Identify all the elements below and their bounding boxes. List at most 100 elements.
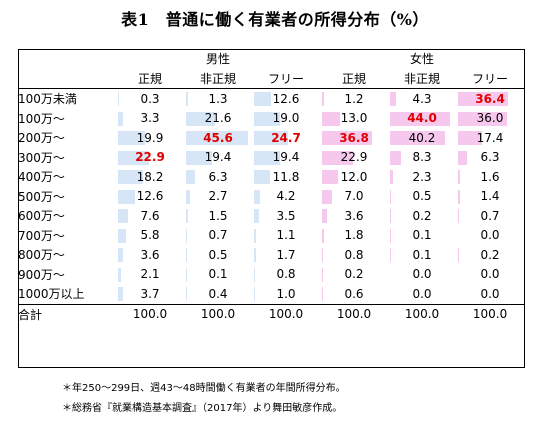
value-cell: 0.0 bbox=[456, 265, 524, 285]
female-bar bbox=[322, 248, 324, 262]
value-text: 18.2 bbox=[136, 169, 164, 184]
value-text: 3.3 bbox=[140, 111, 160, 126]
male-bar bbox=[254, 248, 257, 262]
value-text: 100.0 bbox=[132, 307, 168, 322]
value-text: 1.4 bbox=[480, 189, 500, 204]
value-cell: 1.2 bbox=[320, 89, 388, 109]
female-bar bbox=[322, 92, 324, 106]
value-text: 100.0 bbox=[200, 307, 236, 322]
row-label: 合計 bbox=[18, 303, 116, 324]
value-text: 13.0 bbox=[340, 111, 368, 126]
female-bar bbox=[390, 92, 396, 106]
value-cell: 0.0 bbox=[388, 284, 456, 304]
male-bar bbox=[254, 111, 280, 126]
value-cell: 3.7 bbox=[116, 284, 184, 304]
value-text: 6.3 bbox=[208, 169, 228, 184]
value-cell: 0.7 bbox=[184, 226, 252, 246]
value-text: 19.4 bbox=[204, 150, 232, 165]
value-text: 11.8 bbox=[272, 169, 300, 184]
value-text: 19.9 bbox=[136, 130, 164, 145]
female-bar bbox=[322, 189, 332, 204]
female-bar bbox=[458, 92, 508, 106]
col-header-male-regular: 正規 bbox=[116, 68, 184, 89]
value-cell: 2.7 bbox=[184, 187, 252, 207]
value-cell: 0.7 bbox=[456, 206, 524, 226]
value-text: 0.2 bbox=[412, 208, 432, 223]
value-cell: 3.5 bbox=[252, 206, 320, 226]
female-bar bbox=[322, 228, 325, 243]
value-cell: 6.3 bbox=[456, 148, 524, 168]
value-text: 36.4 bbox=[475, 91, 505, 106]
table-row: 500万～ 12.6 2.7 4.2 7.0 0.5 1.4 bbox=[18, 187, 524, 207]
female-bar bbox=[322, 209, 327, 223]
value-text: 0.8 bbox=[276, 267, 296, 282]
corner-cell bbox=[18, 49, 116, 69]
value-text: 12.6 bbox=[136, 189, 164, 204]
female-bar bbox=[458, 189, 460, 204]
female-bar bbox=[322, 287, 323, 301]
value-cell: 100.0 bbox=[184, 303, 252, 324]
value-cell: 0.1 bbox=[184, 265, 252, 285]
value-cell: 12.6 bbox=[116, 187, 184, 207]
value-text: 7.0 bbox=[344, 189, 364, 204]
male-group-header: 男性 bbox=[206, 52, 231, 67]
value-text: 0.4 bbox=[208, 286, 228, 301]
value-cell: 4.2 bbox=[252, 187, 320, 207]
table-row: 200万～ 19.9 45.6 24.7 36.8 40.2 17.4 bbox=[18, 128, 524, 148]
value-cell: 100.0 bbox=[456, 303, 525, 324]
value-cell: 1.1 bbox=[252, 226, 320, 246]
row-label: 1000万以上 bbox=[18, 287, 85, 302]
value-text: 100.0 bbox=[268, 307, 304, 322]
male-bar bbox=[254, 209, 259, 223]
value-text: 0.1 bbox=[208, 267, 228, 282]
table-row: 1000万以上 3.7 0.4 1.0 0.6 0.0 0.0 bbox=[18, 284, 524, 304]
value-text: 1.2 bbox=[344, 91, 364, 106]
value-text: 17.4 bbox=[476, 130, 504, 145]
col-header-male-nonregular: 非正規 bbox=[184, 68, 252, 89]
female-group-header: 女性 bbox=[410, 52, 435, 67]
value-text: 0.8 bbox=[344, 247, 364, 262]
total-row: 合計 100.0 100.0 100.0 100.0 100.0 100.0 bbox=[18, 303, 525, 324]
value-text: 1.8 bbox=[344, 228, 364, 243]
row-label: 100万未満 bbox=[18, 92, 77, 107]
value-text: 45.6 bbox=[203, 130, 233, 145]
value-text: 0.2 bbox=[344, 267, 364, 282]
value-cell: 36.4 bbox=[456, 89, 524, 109]
col-header-female-free: フリー bbox=[456, 68, 525, 89]
value-text: 8.3 bbox=[412, 150, 432, 165]
value-text: 1.5 bbox=[208, 208, 228, 223]
value-cell: 24.7 bbox=[252, 128, 320, 148]
value-cell: 0.8 bbox=[252, 265, 320, 285]
value-text: 40.2 bbox=[408, 130, 436, 145]
value-cell: 3.3 bbox=[116, 109, 184, 129]
value-cell: 0.3 bbox=[116, 89, 184, 109]
value-text: 0.1 bbox=[412, 228, 432, 243]
row-label: 500万～ bbox=[18, 189, 65, 204]
value-cell: 44.0 bbox=[388, 109, 456, 129]
corner-cell-lower bbox=[18, 68, 116, 89]
value-text: 1.1 bbox=[276, 228, 296, 243]
male-bar bbox=[118, 248, 123, 262]
value-text: 100.0 bbox=[336, 307, 372, 322]
value-cell: 21.6 bbox=[184, 109, 252, 129]
value-cell: 2.1 bbox=[116, 265, 184, 285]
male-bar bbox=[186, 209, 188, 223]
table-row: 900万～ 2.1 0.1 0.8 0.2 0.0 0.0 bbox=[18, 265, 524, 285]
value-cell: 19.9 bbox=[116, 128, 184, 148]
male-bar bbox=[254, 267, 256, 282]
row-label: 200万～ bbox=[18, 131, 65, 146]
table-row: 600万～ 7.6 1.5 3.5 3.6 0.2 0.7 bbox=[18, 206, 524, 226]
value-cell: 22.9 bbox=[116, 148, 184, 168]
female-bar bbox=[390, 189, 391, 204]
value-cell: 0.1 bbox=[388, 226, 456, 246]
value-text: 24.7 bbox=[271, 130, 301, 145]
value-cell: 45.6 bbox=[184, 128, 252, 148]
value-cell: 1.3 bbox=[184, 89, 252, 109]
male-bar bbox=[254, 228, 256, 243]
value-cell: 0.2 bbox=[456, 245, 524, 265]
female-bar bbox=[322, 170, 339, 184]
value-text: 0.2 bbox=[480, 247, 500, 262]
male-bar bbox=[186, 150, 213, 165]
value-text: 36.8 bbox=[339, 130, 369, 145]
value-text: 7.6 bbox=[140, 208, 160, 223]
